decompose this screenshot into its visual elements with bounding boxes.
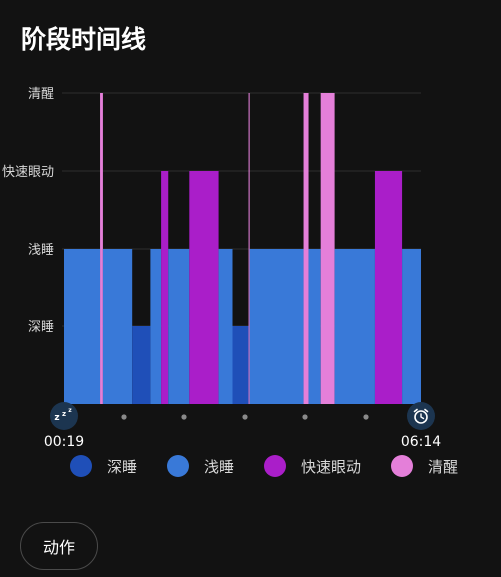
segment-light-2 xyxy=(102,249,133,404)
segment-light-4 xyxy=(150,249,162,404)
chart-legend: 深睡 浅睡 快速眼动 清醒 xyxy=(70,455,488,477)
segment-rem-16 xyxy=(374,171,403,404)
legend-label: 浅睡 xyxy=(204,457,235,476)
axis-dot-0 xyxy=(121,414,127,420)
svg-text:z: z xyxy=(68,407,72,414)
legend-swatch xyxy=(167,455,190,477)
legend-item-awake: 清醒 xyxy=(391,455,458,477)
svg-text:z: z xyxy=(62,410,66,418)
axis-dot-3 xyxy=(302,414,308,420)
segment-awake-12 xyxy=(303,93,309,404)
segment-light-0 xyxy=(64,249,101,404)
y-label-rem: 快速眼动 xyxy=(2,165,54,180)
action-button[interactable]: 动作 xyxy=(20,522,98,570)
svg-text:z: z xyxy=(54,413,59,423)
legend-label: 快速眼动 xyxy=(301,457,362,476)
legend-label: 深睡 xyxy=(107,457,138,476)
legend-item-light: 浅睡 xyxy=(167,455,234,477)
axis-dot-1 xyxy=(181,414,187,420)
axis-dot-2 xyxy=(242,414,248,420)
y-label-deep: 深睡 xyxy=(28,320,54,335)
stage-bars xyxy=(64,93,421,404)
y-axis-labels: 深睡 浅睡 快速眼动 清醒 xyxy=(2,87,54,335)
segment-awake-1 xyxy=(100,93,103,404)
legend-label: 清醒 xyxy=(428,457,459,476)
legend-swatch xyxy=(391,455,414,477)
alarm-clock-icon xyxy=(407,402,435,430)
legend-item-deep: 深睡 xyxy=(70,455,137,477)
legend-swatch xyxy=(264,455,287,477)
segment-light-15 xyxy=(334,249,375,404)
segment-awake-14 xyxy=(320,93,335,404)
segment-deep-3 xyxy=(132,326,151,404)
segment-light-11 xyxy=(249,249,304,404)
y-label-awake: 清醒 xyxy=(28,87,54,102)
page-title: 阶段时间线 xyxy=(21,25,147,54)
legend-swatch xyxy=(70,455,92,477)
segment-awake-10 xyxy=(248,93,250,404)
segment-light-13 xyxy=(308,249,321,404)
segment-light-17 xyxy=(402,249,421,404)
time-axis: z z z00:19 06:14 xyxy=(44,402,441,450)
axis-dot-4 xyxy=(363,414,369,420)
y-label-light: 浅睡 xyxy=(28,243,54,258)
start-time-label: 00:19 xyxy=(44,434,84,450)
legend-item-rem: 快速眼动 xyxy=(264,455,361,477)
segment-deep-9 xyxy=(232,326,249,404)
end-time-label: 06:14 xyxy=(401,434,441,450)
segment-light-8 xyxy=(218,249,233,404)
segment-rem-7 xyxy=(189,171,219,404)
segment-light-6 xyxy=(168,249,190,404)
segment-rem-5 xyxy=(161,171,169,404)
